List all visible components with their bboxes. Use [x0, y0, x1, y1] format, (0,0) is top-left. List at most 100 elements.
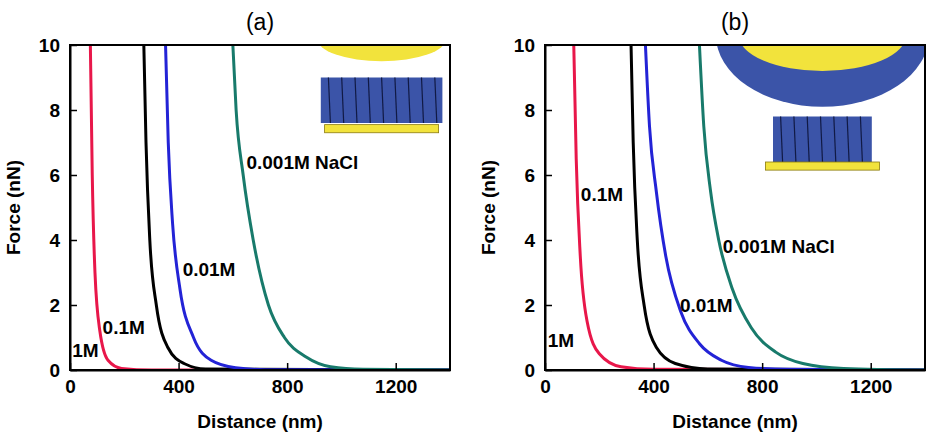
x-tick-mark — [287, 363, 289, 370]
inset-strand — [408, 78, 410, 124]
inset-strand — [395, 78, 397, 124]
inset-brush — [716, 45, 925, 107]
x-tick-label: 0 — [540, 376, 551, 397]
inset-diagram — [317, 45, 446, 133]
series-line — [645, 45, 925, 370]
panel-title: (a) — [246, 9, 274, 35]
y-tick: 2 — [49, 295, 77, 316]
inset-strand — [834, 117, 836, 163]
series-label: 0.001M NaCl — [723, 236, 835, 257]
inset-diagram — [716, 45, 925, 170]
x-tick-mark — [870, 363, 872, 370]
panel: 0400800120002468101M0.1M0.01M0.001M NaCl — [39, 16, 451, 398]
y-tick-mark — [70, 240, 77, 242]
x-tick-label: 400 — [638, 376, 670, 397]
inset-strand — [781, 117, 783, 163]
x-tick-mark — [178, 363, 180, 370]
y-axis-line — [70, 46, 72, 371]
panel-title: (b) — [721, 9, 749, 35]
x-axis-title: Distance (nm) — [197, 411, 323, 432]
y-tick: 0 — [524, 360, 552, 381]
y-tick-mark — [70, 370, 77, 372]
inset-strand — [847, 117, 849, 163]
y-tick: 2 — [524, 295, 552, 316]
series-line — [631, 45, 925, 370]
inset-strand — [328, 78, 330, 124]
y-tick-mark — [545, 370, 552, 372]
x-tick: 1200 — [850, 363, 892, 397]
inset-substrate — [765, 162, 879, 170]
y-axis: 0 2 4 6 8 10 — [39, 35, 77, 381]
x-tick: 800 — [747, 363, 779, 397]
series-label: 1M — [72, 340, 98, 361]
x-tick-label: 0 — [65, 376, 76, 397]
x-axis-title: Distance (nm) — [672, 411, 798, 432]
x-tick-label: 400 — [163, 376, 195, 397]
inset-strand — [422, 78, 424, 124]
y-tick: 10 — [514, 35, 552, 56]
y-tick: 10 — [39, 35, 77, 56]
y-tick-mark — [70, 305, 77, 307]
y-axis: 0 2 4 6 8 10 — [514, 35, 552, 381]
inset-tip — [739, 45, 906, 71]
y-tick-mark — [545, 110, 552, 112]
y-tick-label: 0 — [49, 360, 60, 381]
x-tick: 800 — [272, 363, 304, 397]
y-tick-label: 4 — [49, 230, 60, 251]
y-tick-mark — [545, 175, 552, 177]
y-tick: 4 — [49, 230, 77, 251]
inset-strand — [382, 78, 384, 124]
inset-strand — [435, 78, 437, 124]
x-axis: 0 400 800 1200 — [540, 363, 925, 397]
series-line — [699, 45, 925, 370]
y-tick-mark — [70, 110, 77, 112]
y-axis-line — [545, 46, 547, 371]
inset-brush — [773, 117, 872, 163]
x-tick-mark — [653, 363, 655, 370]
x-tick-mark — [395, 363, 397, 370]
series-line — [90, 45, 450, 370]
figure: 0400800120002468101M0.1M0.01M0.001M NaCl… — [0, 0, 943, 438]
series-line — [233, 45, 450, 370]
y-tick: 8 — [524, 100, 552, 121]
x-axis: 0 400 800 1200 — [65, 363, 450, 397]
y-tick-label: 6 — [49, 165, 60, 186]
x-tick-label: 800 — [747, 376, 779, 397]
series-label: 0.1M — [103, 317, 145, 338]
inset-strand — [342, 78, 344, 124]
y-tick-mark — [545, 240, 552, 242]
inset-strand — [355, 78, 357, 124]
lines — [574, 45, 925, 370]
y-tick-label: 2 — [49, 295, 60, 316]
y-axis-title: Force (nN) — [478, 160, 499, 255]
series-label: 0.1M — [581, 184, 623, 205]
x-tick: 1200 — [375, 363, 417, 397]
inset-brush — [321, 78, 443, 124]
y-tick: 6 — [524, 165, 552, 186]
inset-strand — [807, 117, 809, 163]
x-tick-label: 1200 — [850, 376, 892, 397]
x-axis-line — [546, 370, 926, 372]
y-tick-label: 2 — [524, 295, 535, 316]
lines — [90, 45, 450, 370]
y-tick: 6 — [49, 165, 77, 186]
x-tick-label: 1200 — [375, 376, 417, 397]
inset-strand — [821, 117, 823, 163]
x-tick-label: 800 — [272, 376, 304, 397]
inset-substrate — [325, 125, 439, 133]
y-tick-mark — [70, 45, 77, 47]
plot-frame — [545, 45, 925, 370]
series-label: 1M — [548, 330, 574, 351]
y-tick-label: 10 — [39, 35, 60, 56]
y-tick-label: 8 — [49, 100, 60, 121]
y-tick: 4 — [524, 230, 552, 251]
x-tick: 400 — [638, 363, 670, 397]
x-tick-mark — [762, 363, 764, 370]
y-tick-mark — [545, 305, 552, 307]
y-tick-label: 6 — [524, 165, 535, 186]
y-tick-label: 4 — [524, 230, 535, 251]
y-tick-mark — [70, 175, 77, 177]
panel: 0400800120002468101M0.1M0.01M0.001M NaCl — [514, 0, 929, 397]
x-tick: 400 — [163, 363, 195, 397]
inset-strand — [368, 78, 370, 124]
